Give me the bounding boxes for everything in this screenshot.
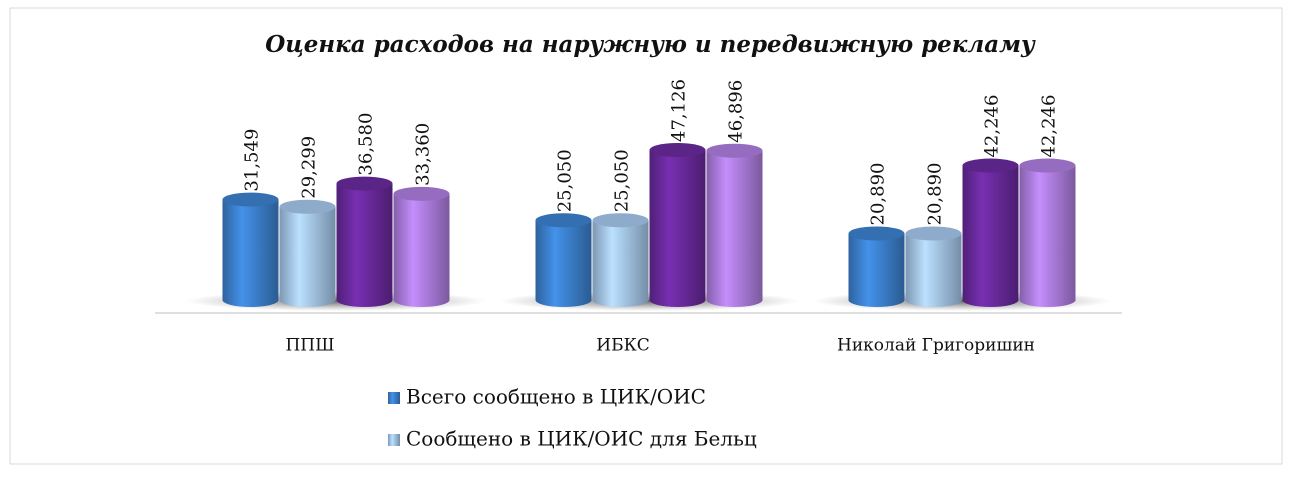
data-label: 36,580 [356,113,377,176]
data-label: 33,360 [413,123,434,186]
data-label: 29,299 [299,136,320,199]
legend-label: Сообщено в ЦИК/ОИС для Бельц [406,427,757,451]
legend-swatch [388,392,400,404]
x-tick-label: ИБКС [596,336,649,356]
bar-body [393,193,450,307]
data-label: 20,890 [925,163,946,226]
bar-top [592,213,649,228]
bar-top [279,199,336,214]
bar [848,226,905,307]
data-label: 25,050 [612,149,633,212]
bar-top [848,226,905,241]
bar-body [592,220,649,307]
data-label: 31,549 [242,129,263,192]
bar-body [1019,165,1076,307]
bar-top [393,186,450,201]
bar [706,143,763,307]
data-label: 20,890 [868,163,889,226]
bar [336,176,393,307]
bar [592,213,649,307]
bar-body [962,165,1019,307]
data-label: 46,896 [726,80,747,143]
bar [279,199,336,307]
bar-top [706,143,763,158]
bar [905,226,962,307]
bar-top [1019,158,1076,173]
bar-top [649,143,706,157]
legend-swatch [388,434,400,446]
bar-body [649,150,706,307]
data-label: 25,050 [555,149,576,212]
bar-body [706,150,763,307]
bar [393,186,450,307]
bar-body [279,206,336,307]
bar-body [336,183,393,307]
bar-top [336,176,393,191]
data-label: 47,126 [669,79,690,142]
data-label: 42,246 [982,95,1003,158]
bar-top [535,213,592,228]
bar-body [905,233,962,307]
bar [222,192,279,307]
bar [649,143,706,307]
chart-title: Оценка расходов на наружную и передвижну… [265,31,1036,58]
x-tick-label: Николай Григоришин [837,336,1035,356]
x-tick-label: ППШ [285,336,334,356]
data-label: 42,246 [1039,95,1060,158]
bar-top [222,192,279,207]
bar-body [848,233,905,307]
bar-body [222,199,279,307]
legend-label: Всего сообщено в ЦИК/ОИС [406,385,706,409]
bar-body [535,220,592,307]
bar-top [962,158,1019,173]
bar [535,213,592,307]
bar [1019,158,1076,307]
bar-top [905,226,962,241]
bar [962,158,1019,307]
